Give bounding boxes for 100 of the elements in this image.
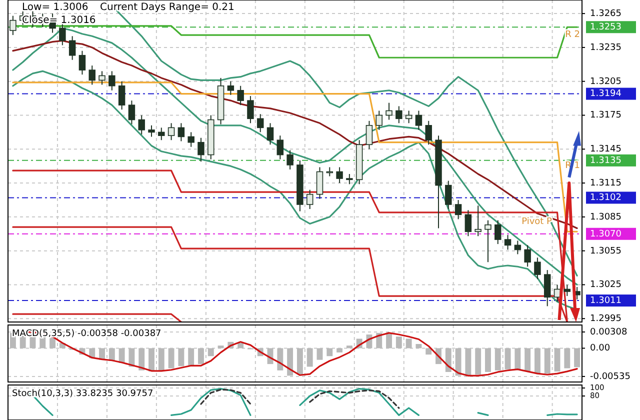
candlestick bbox=[98, 70, 106, 86]
candlestick bbox=[78, 50, 86, 76]
candlestick bbox=[306, 189, 314, 210]
y-tick-label: 0.00 bbox=[590, 344, 610, 354]
candlestick bbox=[454, 199, 462, 220]
candlestick bbox=[376, 110, 382, 130]
candlestick bbox=[118, 80, 126, 110]
candlestick bbox=[148, 124, 155, 138]
bar bbox=[475, 348, 482, 375]
candlestick bbox=[88, 65, 96, 86]
bar bbox=[138, 348, 145, 370]
bar bbox=[554, 348, 560, 372]
bar bbox=[188, 348, 194, 366]
candlestick bbox=[59, 23, 66, 46]
bar bbox=[346, 346, 352, 348]
bar bbox=[198, 348, 204, 364]
bar bbox=[564, 348, 570, 368]
candlestick bbox=[138, 114, 145, 135]
bar bbox=[178, 348, 184, 366]
candlestick bbox=[198, 137, 204, 162]
bar bbox=[296, 348, 303, 375]
y-tick-label: 1.3145 bbox=[590, 144, 622, 155]
candlestick bbox=[494, 220, 502, 245]
bar bbox=[485, 348, 491, 372]
bar bbox=[574, 348, 580, 368]
candlestick bbox=[415, 110, 422, 130]
candlestick bbox=[108, 70, 116, 91]
candlestick bbox=[247, 96, 254, 124]
y-tick-label: 1.3205 bbox=[590, 76, 622, 87]
candlestick bbox=[544, 270, 551, 307]
candlestick bbox=[445, 180, 452, 210]
ref-line-label: 1.3102 bbox=[590, 193, 622, 204]
bar bbox=[128, 348, 135, 367]
y-tick-label: 1.3055 bbox=[590, 246, 622, 256]
bar bbox=[524, 348, 531, 372]
bar bbox=[336, 348, 343, 352]
candlestick bbox=[188, 132, 194, 148]
annotation: R 2 bbox=[565, 30, 580, 40]
bar bbox=[306, 348, 313, 367]
candlestick bbox=[464, 210, 472, 237]
bar bbox=[238, 342, 244, 348]
candlestick bbox=[227, 80, 234, 96]
candlestick bbox=[168, 122, 175, 141]
bar bbox=[534, 348, 540, 374]
candlestick bbox=[10, 15, 16, 36]
candlestick bbox=[405, 110, 412, 124]
bar bbox=[426, 348, 432, 355]
ref-line-label: 1.3253 bbox=[590, 22, 622, 33]
candlestick bbox=[316, 166, 324, 200]
candlestick bbox=[514, 240, 522, 255]
annotation: Close= 1.3016 bbox=[22, 15, 96, 26]
bar bbox=[326, 348, 333, 356]
candlestick bbox=[396, 106, 402, 124]
bar bbox=[50, 338, 56, 348]
line-series bbox=[12, 27, 578, 286]
y-tick-label: 1.3025 bbox=[590, 280, 622, 290]
bar bbox=[208, 348, 214, 356]
bar bbox=[514, 348, 521, 370]
bar bbox=[465, 348, 472, 376]
ref-line-label: 1.3011 bbox=[590, 296, 622, 306]
bar bbox=[277, 348, 284, 370]
y-tick-label: 1.2995 bbox=[590, 314, 622, 324]
candlestick bbox=[286, 150, 294, 170]
bar bbox=[455, 348, 462, 376]
candlestick bbox=[524, 244, 531, 268]
bar bbox=[416, 344, 422, 348]
bar bbox=[287, 348, 294, 376]
y-tick-label: 1.3265 bbox=[590, 9, 622, 20]
candlestick bbox=[474, 205, 482, 237]
ref-line-label: 1.3070 bbox=[590, 229, 622, 240]
y-tick-label: 1.3235 bbox=[590, 42, 622, 53]
bar bbox=[148, 348, 154, 372]
ref-line-label: 1.3194 bbox=[590, 89, 622, 100]
candlestick bbox=[128, 100, 136, 125]
candlestick bbox=[237, 85, 244, 106]
bar bbox=[316, 348, 323, 360]
candlestick bbox=[68, 36, 76, 60]
candlestick bbox=[256, 114, 264, 133]
y-tick-label: -0.00535 bbox=[590, 372, 630, 382]
bar bbox=[494, 348, 501, 370]
bar bbox=[445, 348, 452, 372]
bar bbox=[396, 336, 402, 348]
candlestick bbox=[425, 120, 432, 146]
y-tick-label: 1.3085 bbox=[590, 212, 622, 222]
candlestick bbox=[158, 127, 165, 141]
y-tick-label: 1.3115 bbox=[590, 178, 622, 188]
candlestick bbox=[484, 220, 492, 263]
candlestick bbox=[336, 166, 343, 184]
bar bbox=[504, 348, 511, 370]
candlestick bbox=[346, 173, 353, 185]
bar bbox=[386, 334, 392, 348]
y-tick-label: 1.3175 bbox=[590, 110, 622, 121]
annotation: Low= 1.3006 bbox=[22, 2, 88, 13]
candlestick bbox=[266, 122, 274, 146]
y-tick-label: 0.00308 bbox=[590, 327, 628, 338]
candlestick bbox=[386, 102, 392, 120]
candlestick bbox=[504, 234, 512, 250]
bar bbox=[544, 348, 550, 374]
bar bbox=[168, 348, 174, 368]
candlestick bbox=[276, 135, 284, 160]
